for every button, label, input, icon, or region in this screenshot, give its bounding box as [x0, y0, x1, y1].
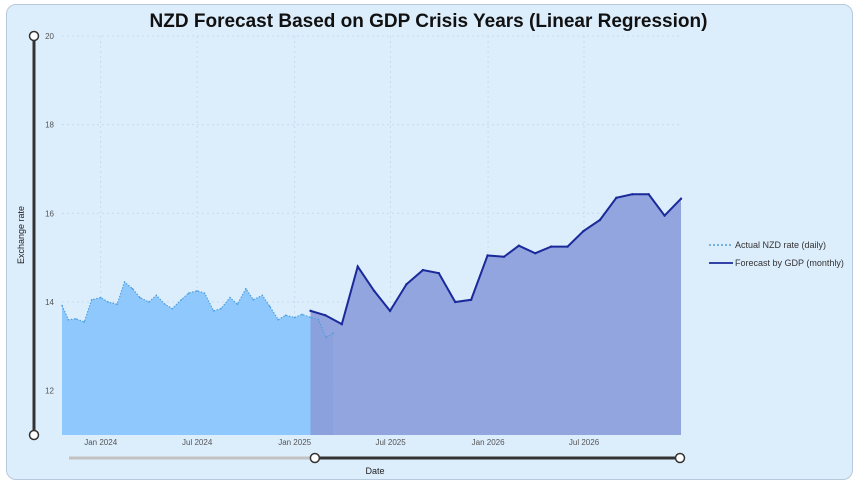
forecast-point — [679, 197, 683, 200]
forecast-line — [310, 193, 682, 326]
forecast-point — [454, 300, 457, 304]
actual-point — [180, 298, 183, 301]
forecast-point — [372, 289, 376, 293]
actual-point — [90, 298, 93, 301]
actual-point — [301, 313, 303, 316]
x-range-left-handle[interactable] — [309, 452, 321, 464]
actual-point — [310, 316, 312, 319]
actual-line — [61, 281, 334, 339]
forecast-point — [356, 265, 359, 268]
forecast-point — [469, 298, 473, 301]
forecast-point — [663, 214, 666, 217]
actual-point — [268, 305, 271, 308]
actual-point — [116, 303, 118, 306]
forecast-point — [517, 244, 521, 247]
forecast-point — [534, 252, 537, 255]
actual-point — [61, 304, 63, 307]
actual-point — [131, 287, 134, 290]
chart-title: NZD Forecast Based on GDP Crisis Years (… — [149, 11, 708, 32]
actual-point — [236, 303, 239, 306]
forecast-point — [549, 245, 553, 248]
forecast-point — [582, 229, 585, 233]
y-axis-label: Exchange rate — [16, 206, 26, 264]
forecast-point — [615, 196, 618, 200]
y-tick-label: 20 — [45, 32, 54, 41]
forecast-point — [631, 193, 634, 196]
actual-point — [123, 281, 126, 283]
forecast-point — [437, 271, 441, 275]
actual-point — [277, 318, 280, 321]
actual-point — [187, 292, 190, 294]
forecast-point — [647, 193, 650, 196]
forecast-point — [324, 314, 327, 317]
actual-point — [171, 307, 174, 310]
actual-point — [284, 314, 287, 317]
x-range-slider[interactable] — [69, 452, 686, 464]
actual-point — [261, 294, 264, 297]
y-tick-label: 16 — [45, 209, 54, 218]
x-tick-label: Jan 2026 — [472, 438, 505, 447]
line-layer — [61, 193, 683, 339]
x-tick-label: Jan 2025 — [278, 438, 311, 447]
actual-point — [74, 318, 77, 320]
forecast-area — [310, 194, 681, 435]
legend-label-forecast: Forecast by GDP (monthly) — [735, 258, 844, 268]
actual-point — [139, 296, 141, 299]
actual-point — [293, 316, 296, 319]
actual-point — [196, 290, 198, 292]
actual-point — [317, 318, 320, 321]
actual-point — [107, 301, 109, 303]
actual-point — [99, 296, 102, 299]
x-tick-label: Jul 2024 — [182, 438, 213, 447]
actual-point — [245, 287, 247, 290]
legend-label-actual: Actual NZD rate (daily) — [735, 240, 826, 250]
actual-point — [83, 321, 86, 323]
actual-point — [229, 296, 231, 299]
y-range-slider[interactable] — [28, 30, 40, 441]
y-tick-label: 14 — [45, 298, 54, 307]
x-tick-label: Jul 2026 — [569, 438, 600, 447]
x-tick-label: Jan 2024 — [84, 438, 117, 447]
axis-layer: 12 14 16 18 20 Jan 2024 Jul 2024 Jan 2025 Jul 20… — [45, 32, 600, 447]
actual-point — [325, 336, 327, 339]
forecast-point — [309, 309, 312, 313]
actual-point — [164, 303, 166, 306]
actual-point — [252, 298, 255, 301]
forecast-point — [598, 218, 602, 222]
actual-point — [220, 307, 222, 310]
forecast-point — [502, 255, 506, 258]
actual-point — [212, 310, 215, 312]
x-axis-label: Date — [365, 466, 384, 476]
actual-point — [332, 332, 335, 334]
forecast-point — [421, 268, 425, 272]
y-tick-label: 12 — [45, 387, 54, 396]
actual-point — [67, 318, 70, 321]
actual-point — [155, 294, 158, 297]
actual-point — [203, 292, 206, 294]
y-range-top-handle[interactable] — [28, 30, 40, 42]
actual-area — [62, 282, 334, 435]
forecast-point — [486, 254, 489, 257]
y-tick-label: 18 — [45, 121, 54, 130]
actual-point — [148, 301, 150, 303]
forecast-point — [388, 309, 392, 313]
y-range-bottom-handle[interactable] — [28, 429, 40, 441]
forecast-point — [405, 283, 408, 286]
forecast-point — [340, 322, 344, 326]
x-range-right-handle[interactable] — [674, 452, 686, 464]
area-layer — [62, 194, 681, 435]
forecast-point — [566, 245, 569, 248]
x-tick-label: Jul 2025 — [375, 438, 406, 447]
legend: Actual NZD rate (daily) Forecast by GDP … — [709, 240, 844, 268]
